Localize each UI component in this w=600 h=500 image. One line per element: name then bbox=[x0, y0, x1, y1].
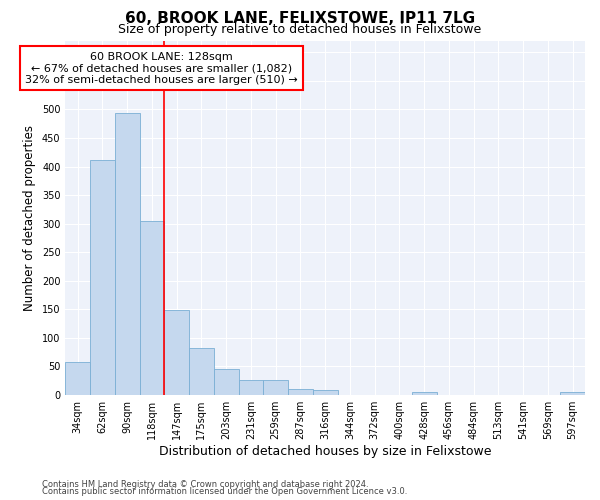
Text: 60 BROOK LANE: 128sqm
← 67% of detached houses are smaller (1,082)
32% of semi-d: 60 BROOK LANE: 128sqm ← 67% of detached … bbox=[25, 52, 298, 85]
Bar bbox=[313, 390, 338, 394]
Bar bbox=[65, 362, 90, 394]
Bar bbox=[263, 380, 288, 394]
Bar bbox=[214, 369, 239, 394]
Bar bbox=[560, 392, 585, 394]
Bar bbox=[140, 220, 164, 394]
Bar bbox=[412, 392, 437, 394]
Text: Contains HM Land Registry data © Crown copyright and database right 2024.: Contains HM Land Registry data © Crown c… bbox=[42, 480, 368, 489]
Text: Size of property relative to detached houses in Felixstowe: Size of property relative to detached ho… bbox=[118, 22, 482, 36]
X-axis label: Distribution of detached houses by size in Felixstowe: Distribution of detached houses by size … bbox=[159, 444, 491, 458]
Bar bbox=[288, 389, 313, 394]
Bar bbox=[239, 380, 263, 394]
Text: 60, BROOK LANE, FELIXSTOWE, IP11 7LG: 60, BROOK LANE, FELIXSTOWE, IP11 7LG bbox=[125, 11, 475, 26]
Bar bbox=[164, 310, 189, 394]
Text: Contains public sector information licensed under the Open Government Licence v3: Contains public sector information licen… bbox=[42, 487, 407, 496]
Bar bbox=[90, 160, 115, 394]
Y-axis label: Number of detached properties: Number of detached properties bbox=[23, 125, 37, 311]
Bar bbox=[189, 348, 214, 395]
Bar bbox=[115, 113, 140, 394]
